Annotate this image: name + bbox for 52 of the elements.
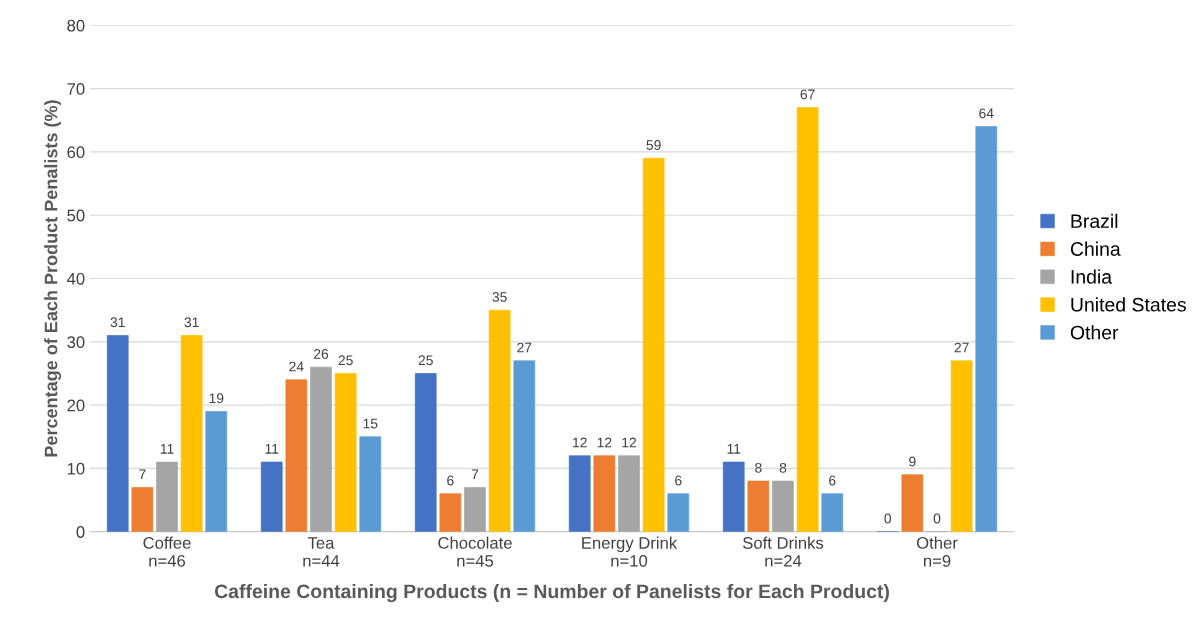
data-label: 27 bbox=[517, 342, 532, 353]
data-label: 11 bbox=[160, 444, 174, 454]
data-label: 31 bbox=[184, 317, 199, 328]
y-tick-label: 50 bbox=[67, 209, 85, 222]
data-label: 7 bbox=[471, 469, 479, 479]
data-label: 6 bbox=[829, 475, 836, 486]
data-label: 8 bbox=[779, 462, 787, 473]
y-tick-label: 30 bbox=[67, 336, 85, 349]
data-label: 6 bbox=[675, 475, 682, 486]
data-label: 9 bbox=[909, 456, 916, 467]
data-label: 7 bbox=[139, 469, 146, 479]
x-tick-label: Coffee n=46 bbox=[143, 536, 191, 567]
data-label: 6 bbox=[447, 475, 454, 486]
data-label: 0 bbox=[884, 513, 892, 524]
data-label: 12 bbox=[622, 437, 637, 448]
data-label: 0 bbox=[933, 513, 941, 524]
data-label: 27 bbox=[954, 342, 969, 353]
x-tick-label: Chocolate n=45 bbox=[438, 536, 512, 567]
data-label: 12 bbox=[573, 437, 587, 448]
y-tick-label: 40 bbox=[66, 272, 85, 285]
data-label: 25 bbox=[338, 355, 353, 366]
data-label: 19 bbox=[209, 393, 224, 404]
data-label: 26 bbox=[313, 349, 329, 359]
legend-label: Brazil bbox=[1071, 213, 1118, 229]
y-axis-title: Percentage of Each Product Penalists (%) bbox=[44, 100, 62, 457]
y-tick-label: 10 bbox=[67, 462, 85, 475]
data-label: 15 bbox=[363, 418, 378, 429]
x-tick-label: Soft Drinks n=24 bbox=[743, 536, 824, 567]
data-label: 12 bbox=[597, 437, 612, 448]
data-label: 11 bbox=[727, 444, 741, 454]
data-label: 11 bbox=[265, 444, 279, 454]
data-label: 31 bbox=[110, 317, 125, 328]
legend-label: Other bbox=[1070, 325, 1119, 340]
x-tick-label: Other n=9 bbox=[916, 536, 958, 567]
data-label: 59 bbox=[646, 140, 661, 150]
data-label: 8 bbox=[755, 462, 762, 473]
y-tick-label: 80 bbox=[67, 19, 85, 32]
data-label: 67 bbox=[800, 89, 815, 100]
y-tick-label: 60 bbox=[67, 146, 85, 159]
legend-label: China bbox=[1070, 241, 1121, 256]
x-tick-label: Energy Drink n=10 bbox=[582, 536, 678, 567]
x-axis-title: Caffeine Containing Products (n = Number of Panelists for Each Product) bbox=[214, 583, 889, 603]
data-label: 35 bbox=[492, 292, 507, 302]
y-tick-label: 0 bbox=[76, 526, 85, 538]
y-tick-label: 70 bbox=[67, 83, 85, 95]
x-tick-label: Tea n=44 bbox=[303, 537, 340, 567]
y-tick-label: 20 bbox=[67, 399, 85, 412]
legend-label: India bbox=[1071, 269, 1113, 284]
data-label: 64 bbox=[979, 108, 994, 119]
data-label: 24 bbox=[289, 361, 304, 372]
legend-label: United States bbox=[1071, 297, 1186, 312]
data-label: 25 bbox=[418, 355, 433, 366]
